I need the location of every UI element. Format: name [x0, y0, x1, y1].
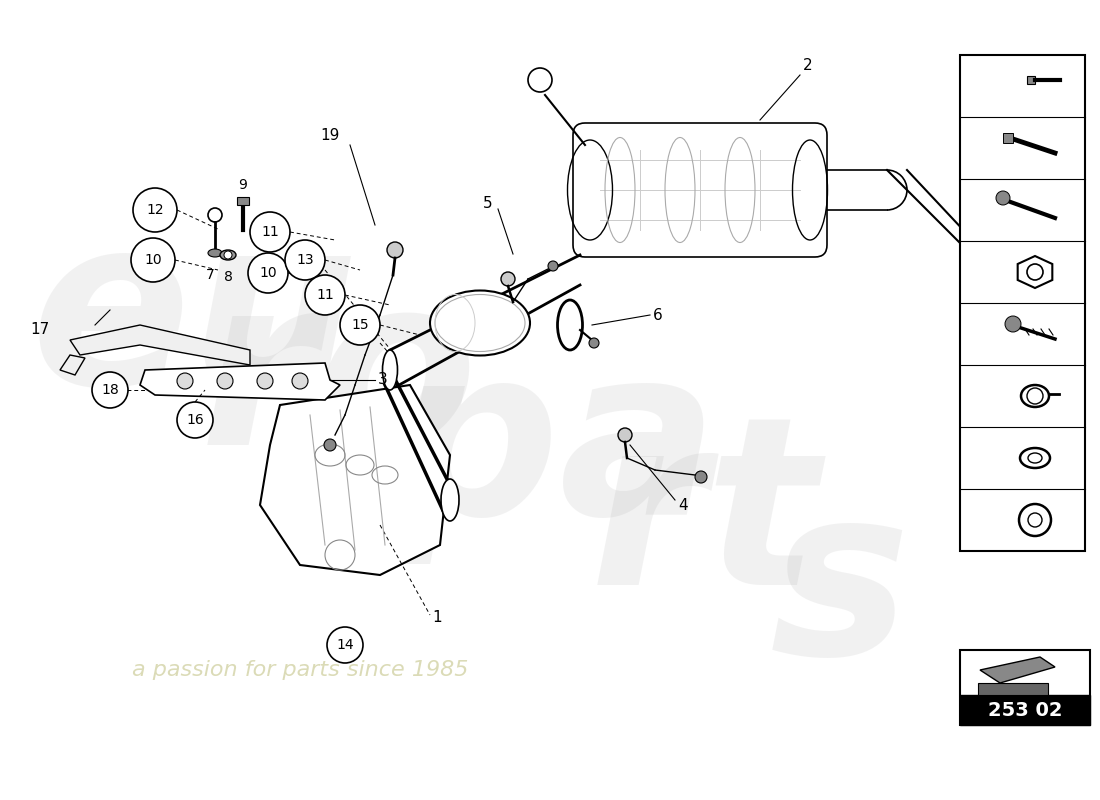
Circle shape	[340, 305, 379, 345]
Text: 7: 7	[206, 268, 214, 282]
Circle shape	[695, 471, 707, 483]
Text: 2: 2	[803, 58, 813, 73]
Text: 15: 15	[351, 318, 369, 332]
Circle shape	[177, 402, 213, 438]
Ellipse shape	[430, 290, 530, 355]
Text: 10: 10	[144, 253, 162, 267]
Bar	[978, 683, 1048, 695]
Text: 6: 6	[653, 307, 662, 322]
Text: 12: 12	[146, 203, 164, 217]
Text: 13: 13	[970, 313, 989, 327]
Text: 11: 11	[970, 437, 990, 451]
Text: pa: pa	[390, 336, 718, 564]
Text: 3: 3	[378, 373, 387, 387]
Circle shape	[248, 253, 288, 293]
Circle shape	[996, 191, 1010, 205]
Text: 17: 17	[31, 322, 50, 338]
Polygon shape	[980, 657, 1055, 683]
Text: 16: 16	[970, 127, 989, 141]
Text: 253 02: 253 02	[988, 701, 1063, 719]
Text: 9: 9	[239, 178, 248, 192]
Circle shape	[324, 439, 336, 451]
Text: 10: 10	[970, 499, 989, 513]
Ellipse shape	[441, 479, 459, 521]
Polygon shape	[140, 363, 340, 400]
Circle shape	[327, 627, 363, 663]
Text: 12: 12	[970, 375, 990, 389]
Text: 19: 19	[320, 127, 340, 142]
Circle shape	[305, 275, 345, 315]
Text: 1: 1	[432, 610, 441, 626]
Text: s: s	[770, 476, 911, 704]
Circle shape	[500, 272, 515, 286]
Text: 14: 14	[970, 251, 990, 265]
Polygon shape	[70, 325, 250, 365]
Text: 10: 10	[260, 266, 277, 280]
Circle shape	[131, 238, 175, 282]
Circle shape	[1005, 316, 1021, 332]
Circle shape	[224, 251, 232, 259]
Text: eu: eu	[30, 206, 359, 434]
FancyBboxPatch shape	[573, 123, 827, 257]
Text: 11: 11	[316, 288, 334, 302]
Circle shape	[285, 240, 324, 280]
Text: ro: ro	[200, 266, 478, 494]
Polygon shape	[60, 355, 85, 375]
Text: rt: rt	[590, 406, 820, 634]
Text: 15: 15	[970, 189, 990, 203]
Bar	[960, 55, 1085, 551]
Bar	[1027, 76, 1035, 84]
Circle shape	[548, 261, 558, 271]
Ellipse shape	[383, 350, 397, 390]
Text: 14: 14	[337, 638, 354, 652]
Bar	[236, 197, 249, 205]
Text: 5: 5	[483, 197, 493, 211]
Circle shape	[257, 373, 273, 389]
Circle shape	[133, 188, 177, 232]
Text: 16: 16	[186, 413, 204, 427]
Circle shape	[387, 242, 403, 258]
Polygon shape	[260, 385, 450, 575]
Text: 11: 11	[261, 225, 279, 239]
Text: a passion for parts since 1985: a passion for parts since 1985	[132, 660, 469, 680]
Circle shape	[292, 373, 308, 389]
Circle shape	[92, 372, 128, 408]
Ellipse shape	[220, 250, 236, 260]
Circle shape	[618, 428, 632, 442]
Bar	[960, 695, 1090, 725]
Ellipse shape	[208, 249, 222, 257]
Bar	[960, 650, 1090, 725]
Text: 18: 18	[970, 65, 990, 79]
Text: 4: 4	[678, 498, 688, 513]
Text: 18: 18	[101, 383, 119, 397]
Text: 8: 8	[223, 270, 232, 284]
Circle shape	[217, 373, 233, 389]
Text: 13: 13	[296, 253, 314, 267]
Circle shape	[588, 338, 600, 348]
Circle shape	[250, 212, 290, 252]
Circle shape	[177, 373, 192, 389]
Bar	[1003, 133, 1013, 143]
